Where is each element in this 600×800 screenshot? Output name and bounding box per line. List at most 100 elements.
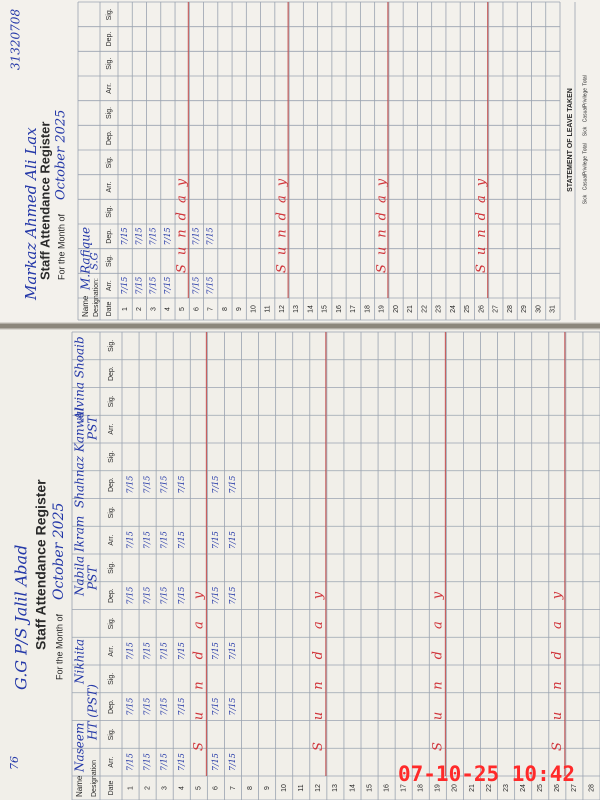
- column-header: Sig.: [108, 340, 115, 352]
- date-cell: 14: [307, 305, 314, 313]
- column-header: Arr.: [106, 83, 113, 94]
- attendance-entry: 7/15: [228, 476, 237, 494]
- date-cell: 28: [507, 305, 514, 313]
- date-cell: 27: [571, 784, 578, 792]
- date-cell: 15: [322, 305, 329, 313]
- date-cell: 19: [435, 784, 442, 792]
- month: October 2025: [54, 110, 69, 200]
- markaz: Markaz Ahmed Ali Lax: [22, 127, 40, 301]
- date-cell: 1: [127, 786, 134, 790]
- leave-column: Total: [582, 75, 588, 86]
- date-cell: 20: [393, 305, 400, 313]
- date-cell: 23: [436, 305, 443, 313]
- leave-column: Total: [582, 143, 588, 154]
- date-cell: 2: [136, 307, 143, 311]
- date-cell: 9: [236, 307, 243, 311]
- attendance-entry: 7/15: [149, 227, 158, 245]
- date-cell: 27: [493, 305, 500, 313]
- timestamp: 07-10-25 10:42: [398, 762, 576, 786]
- date-cell: 11: [298, 784, 305, 791]
- date-cell: 8: [247, 786, 254, 790]
- attendance-entry: 7/15: [211, 476, 220, 494]
- attendance-entry: 7/15: [177, 698, 186, 716]
- leave-column: Sick: [582, 194, 588, 204]
- attendance-entry: 7/15: [126, 698, 135, 716]
- month-label: For the Month of: [56, 213, 66, 280]
- date-cell: 7: [208, 307, 215, 311]
- column-header: Sig.: [108, 395, 115, 407]
- title: Staff Attendance Register: [33, 479, 49, 650]
- column-header: Date: [108, 781, 115, 796]
- attendance-entry: 7/15: [160, 531, 169, 549]
- attendance-entry: 7/15: [211, 753, 220, 771]
- date-cell: 22: [486, 784, 493, 792]
- date-cell: 12: [279, 305, 286, 313]
- column-header: Sig.: [106, 107, 113, 119]
- leave-column: Privilege: [582, 88, 588, 107]
- date-cell: 5: [196, 786, 203, 790]
- designation: S.G: [90, 252, 101, 270]
- attendance-entry: 7/15: [120, 227, 129, 245]
- date-cell: 17: [401, 784, 408, 792]
- page-number: 76: [8, 756, 21, 770]
- attendance-entry: 7/15: [211, 698, 220, 716]
- date-cell: 30: [535, 305, 542, 313]
- column-header: Sig.: [106, 156, 113, 168]
- attendance-entry: 7/15: [143, 476, 152, 494]
- column-header: Sig.: [106, 206, 113, 218]
- attendance-entry: 7/15: [120, 277, 129, 295]
- designation: PST: [86, 415, 100, 441]
- leave-column: Casual: [582, 175, 588, 191]
- date-cell: 4: [165, 307, 172, 311]
- attendance-entry: 7/15: [134, 277, 143, 295]
- column-header: Dep.: [108, 477, 115, 492]
- column-header: Dep.: [108, 366, 115, 381]
- column-header: Dep.: [108, 699, 115, 714]
- date-cell: 16: [383, 784, 390, 792]
- column-header: Arr.: [106, 280, 113, 291]
- column-header: Sig.: [108, 506, 115, 518]
- holiday-note: Sunday: [550, 570, 565, 751]
- attendance-entry: 7/15: [228, 531, 237, 549]
- date-cell: 18: [364, 305, 371, 313]
- date-cell: 20: [452, 784, 459, 792]
- date-cell: 1: [122, 307, 129, 311]
- date-cell: 10: [250, 305, 257, 313]
- date-cell: 25: [537, 784, 544, 792]
- attendance-entry: 7/15: [228, 698, 237, 716]
- date-cell: 28: [588, 784, 595, 792]
- attendance-entry: 7/15: [163, 227, 172, 245]
- column-header: Dep.: [108, 588, 115, 603]
- leave-column: Sick: [582, 126, 588, 136]
- date-cell: 5: [179, 307, 186, 311]
- attendance-entry: 7/15: [177, 587, 186, 605]
- date-cell: 12: [315, 784, 322, 792]
- attendance-entry: 7/15: [143, 642, 152, 660]
- attendance-entry: 7/15: [191, 227, 200, 245]
- column-header: Sig.: [108, 451, 115, 463]
- column-header: Arr.: [108, 646, 115, 657]
- holiday-note: Sunday: [474, 170, 489, 273]
- column-header: Dep.: [106, 229, 113, 244]
- attendance-entry: 7/15: [126, 642, 135, 660]
- column-header: Sig.: [106, 8, 113, 20]
- date-cell: 19: [379, 305, 386, 313]
- name-label: Name: [81, 295, 90, 317]
- attendance-entry: 7/15: [134, 227, 143, 245]
- column-header: Dep.: [106, 32, 113, 47]
- date-cell: 22: [421, 305, 428, 313]
- date-cell: 24: [450, 305, 457, 313]
- holiday-note: Sunday: [274, 170, 289, 273]
- date-cell: 26: [478, 305, 485, 313]
- attendance-entry: 7/15: [143, 698, 152, 716]
- date-cell: 3: [162, 786, 169, 790]
- attendance-entry: 7/15: [143, 587, 152, 605]
- holiday-note: Sunday: [175, 170, 190, 273]
- attendance-entry: 7/15: [228, 753, 237, 771]
- column-header: Sig.: [106, 255, 113, 267]
- attendance-entry: 7/15: [177, 753, 186, 771]
- month: October 2025: [51, 503, 67, 600]
- attendance-entry: 7/15: [177, 476, 186, 494]
- holiday-note: Sunday: [430, 570, 445, 751]
